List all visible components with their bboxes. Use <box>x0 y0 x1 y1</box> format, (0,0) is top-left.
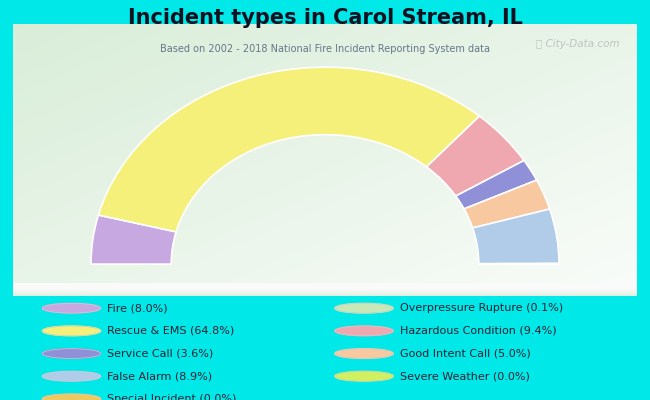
Bar <box>13 285 637 292</box>
Text: Service Call (3.6%): Service Call (3.6%) <box>107 348 213 358</box>
Circle shape <box>335 326 393 336</box>
Bar <box>13 286 637 293</box>
Bar <box>13 287 637 294</box>
Bar <box>13 287 637 294</box>
Bar <box>13 284 637 290</box>
Bar <box>13 288 637 295</box>
Wedge shape <box>91 215 176 264</box>
Wedge shape <box>98 67 480 232</box>
Text: False Alarm (8.9%): False Alarm (8.9%) <box>107 371 213 381</box>
Bar <box>13 287 637 294</box>
Bar <box>13 285 637 292</box>
Bar <box>13 284 637 290</box>
Text: Based on 2002 - 2018 National Fire Incident Reporting System data: Based on 2002 - 2018 National Fire Incid… <box>160 44 490 54</box>
Bar <box>13 284 637 291</box>
Bar <box>13 283 637 290</box>
Text: Hazardous Condition (9.4%): Hazardous Condition (9.4%) <box>400 326 556 336</box>
Text: ⓘ City-Data.com: ⓘ City-Data.com <box>536 39 619 49</box>
Bar <box>13 282 637 289</box>
Bar <box>13 287 637 294</box>
Bar <box>13 288 637 295</box>
Bar <box>13 288 637 294</box>
Circle shape <box>335 349 393 358</box>
Text: Fire (8.0%): Fire (8.0%) <box>107 303 168 313</box>
Bar <box>13 287 637 294</box>
Wedge shape <box>464 180 550 228</box>
Bar <box>13 288 637 295</box>
Bar <box>13 285 637 292</box>
Bar <box>13 283 637 290</box>
Bar <box>13 284 637 291</box>
Text: Good Intent Call (5.0%): Good Intent Call (5.0%) <box>400 348 530 358</box>
Bar <box>13 289 637 296</box>
Bar <box>13 284 637 290</box>
Bar <box>13 286 637 292</box>
Bar <box>13 283 637 290</box>
Bar <box>13 286 637 293</box>
Text: Special Incident (0.0%): Special Incident (0.0%) <box>107 394 237 400</box>
Circle shape <box>42 371 101 381</box>
Bar <box>13 286 637 292</box>
Text: Incident types in Carol Stream, IL: Incident types in Carol Stream, IL <box>127 8 523 28</box>
Circle shape <box>335 371 393 381</box>
Bar <box>13 289 637 296</box>
Text: Severe Weather (0.0%): Severe Weather (0.0%) <box>400 371 530 381</box>
Bar <box>13 289 637 296</box>
Bar <box>13 284 637 291</box>
Text: Rescue & EMS (64.8%): Rescue & EMS (64.8%) <box>107 326 235 336</box>
Bar <box>13 285 637 292</box>
Text: Overpressure Rupture (0.1%): Overpressure Rupture (0.1%) <box>400 303 563 313</box>
Bar <box>13 289 637 296</box>
Circle shape <box>42 303 101 313</box>
Bar <box>13 283 637 290</box>
Bar <box>13 288 637 295</box>
Bar <box>13 285 637 292</box>
Bar <box>13 286 637 293</box>
Wedge shape <box>473 209 559 264</box>
Bar <box>13 286 637 293</box>
Bar <box>13 288 637 295</box>
Wedge shape <box>456 160 537 209</box>
Bar <box>13 288 637 294</box>
Circle shape <box>42 394 101 400</box>
Bar <box>13 286 637 293</box>
Circle shape <box>42 349 101 358</box>
Wedge shape <box>426 116 524 196</box>
Circle shape <box>42 326 101 336</box>
Bar <box>13 284 637 291</box>
Circle shape <box>335 303 393 313</box>
